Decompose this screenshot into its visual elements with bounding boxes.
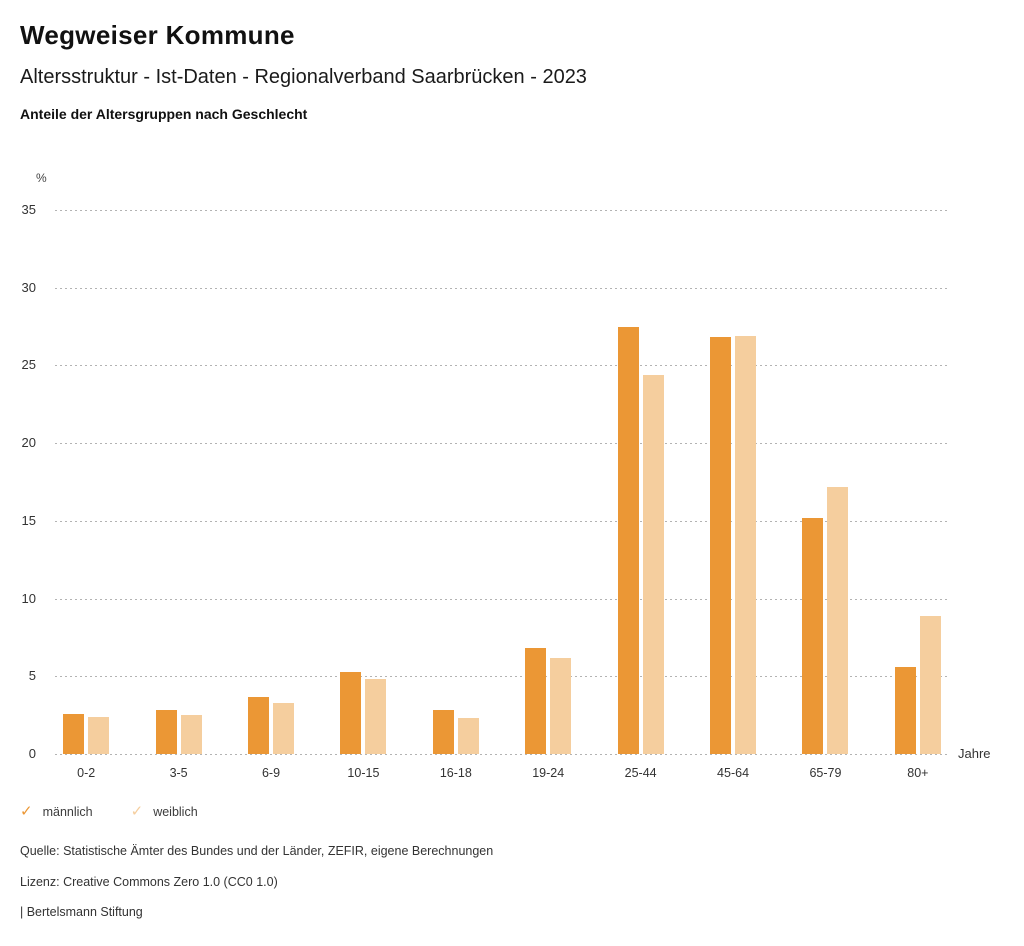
bar-weiblich-16-18[interactable] — [457, 718, 479, 754]
bar-weiblich-0-2[interactable] — [88, 716, 110, 754]
legend-label: männlich — [42, 804, 93, 819]
plot-area — [55, 210, 950, 755]
legend: ✓ männlich ✓ weiblich — [20, 804, 198, 819]
x-tick-label-0-2: 0-2 — [77, 766, 96, 780]
legend-item-weiblich[interactable]: ✓ weiblich — [131, 804, 198, 819]
x-axis-labels: 0-2 3-5 6-9 10-15 16-18 19-24 25-44 45-64 65-79 8… — [40, 766, 964, 780]
y-tick-label-25: 25 — [21, 357, 36, 373]
license-text: Lizenz: Creative Commons Zero 1.0 (CC0 1… — [20, 875, 278, 889]
page-title: Wegweiser Kommune — [20, 20, 295, 50]
x-axis-unit-label: Jahre — [958, 746, 991, 761]
x-tick-label-45-64: 45-64 — [717, 766, 750, 780]
bar-group-19-24 — [502, 210, 594, 754]
x-tick-label-19-24: 19-24 — [532, 766, 565, 780]
bar-männlich-25-44[interactable] — [617, 326, 639, 754]
x-tick-label-16-18: 16-18 — [439, 766, 472, 780]
y-axis-unit-label: % — [36, 171, 47, 185]
bar-group-0-2 — [40, 210, 132, 754]
bar-group-80+ — [872, 210, 964, 754]
page-subtitle: Altersstruktur - Ist-Daten - Regionalver… — [20, 66, 587, 88]
y-tick-label-30: 30 — [21, 279, 36, 295]
bar-weiblich-25-44[interactable] — [642, 374, 664, 754]
y-tick-label-5: 5 — [28, 668, 36, 684]
chart-heading: Anteile der Altersgruppen nach Geschlech… — [20, 106, 308, 122]
bar-group-25-44 — [594, 210, 686, 754]
x-tick-label-3-5: 3-5 — [169, 766, 188, 780]
bar-weiblich-6-9[interactable] — [273, 702, 295, 754]
gridline-35 — [55, 210, 950, 211]
checkmark-icon: ✓ — [130, 803, 144, 820]
bar-männlich-80+[interactable] — [894, 666, 916, 754]
bar-weiblich-10-15[interactable] — [365, 679, 387, 754]
bar-männlich-45-64[interactable] — [710, 337, 732, 754]
bar-männlich-3-5[interactable] — [155, 710, 177, 754]
bar-weiblich-65-79[interactable] — [827, 486, 849, 754]
legend-label: weiblich — [153, 804, 198, 819]
bar-weiblich-80+[interactable] — [919, 615, 941, 754]
bar-group-10-15 — [317, 210, 409, 754]
gridline-20 — [55, 443, 950, 445]
checkmark-icon: ✓ — [20, 803, 33, 820]
bar-group-45-64 — [687, 210, 779, 754]
legend-item-männlich[interactable]: ✓ männlich — [20, 804, 93, 819]
y-tick-label-35: 35 — [21, 202, 36, 217]
bar-weiblich-3-5[interactable] — [180, 715, 202, 754]
gridline-0 — [55, 754, 950, 755]
bar-männlich-6-9[interactable] — [248, 696, 270, 754]
x-tick-label-6-9: 6-9 — [261, 766, 281, 780]
bar-groups — [40, 210, 964, 754]
bar-weiblich-19-24[interactable] — [550, 657, 572, 754]
x-tick-label-80+: 80+ — [907, 766, 929, 780]
bar-group-6-9 — [225, 210, 317, 754]
gridline-15 — [55, 520, 950, 522]
x-tick-label-10-15: 10-15 — [347, 766, 380, 780]
bar-männlich-10-15[interactable] — [340, 671, 362, 754]
source-text: Quelle: Statistische Ämter des Bundes un… — [20, 844, 494, 858]
bar-männlich-0-2[interactable] — [63, 713, 85, 754]
gridline-25 — [55, 365, 950, 367]
bar-männlich-65-79[interactable] — [802, 517, 824, 754]
bar-weiblich-45-64[interactable] — [735, 335, 757, 754]
x-tick-label-25-44: 25-44 — [624, 766, 657, 780]
bar-group-65-79 — [779, 210, 871, 754]
y-tick-label-0: 0 — [28, 746, 36, 761]
bar-männlich-19-24[interactable] — [525, 648, 547, 754]
bar-group-16-18 — [410, 210, 502, 754]
y-tick-label-15: 15 — [21, 512, 36, 528]
bar-group-3-5 — [132, 210, 224, 754]
attribution-text: | Bertelsmann Stiftung — [20, 905, 143, 919]
bar-männlich-16-18[interactable] — [432, 710, 454, 754]
x-tick-label-65-79: 65-79 — [809, 766, 842, 780]
gridline-10 — [55, 598, 950, 600]
y-tick-label-20: 20 — [21, 435, 36, 451]
y-tick-label-10: 10 — [21, 590, 36, 606]
gridline-30 — [55, 287, 950, 289]
gridline-5 — [55, 676, 950, 678]
